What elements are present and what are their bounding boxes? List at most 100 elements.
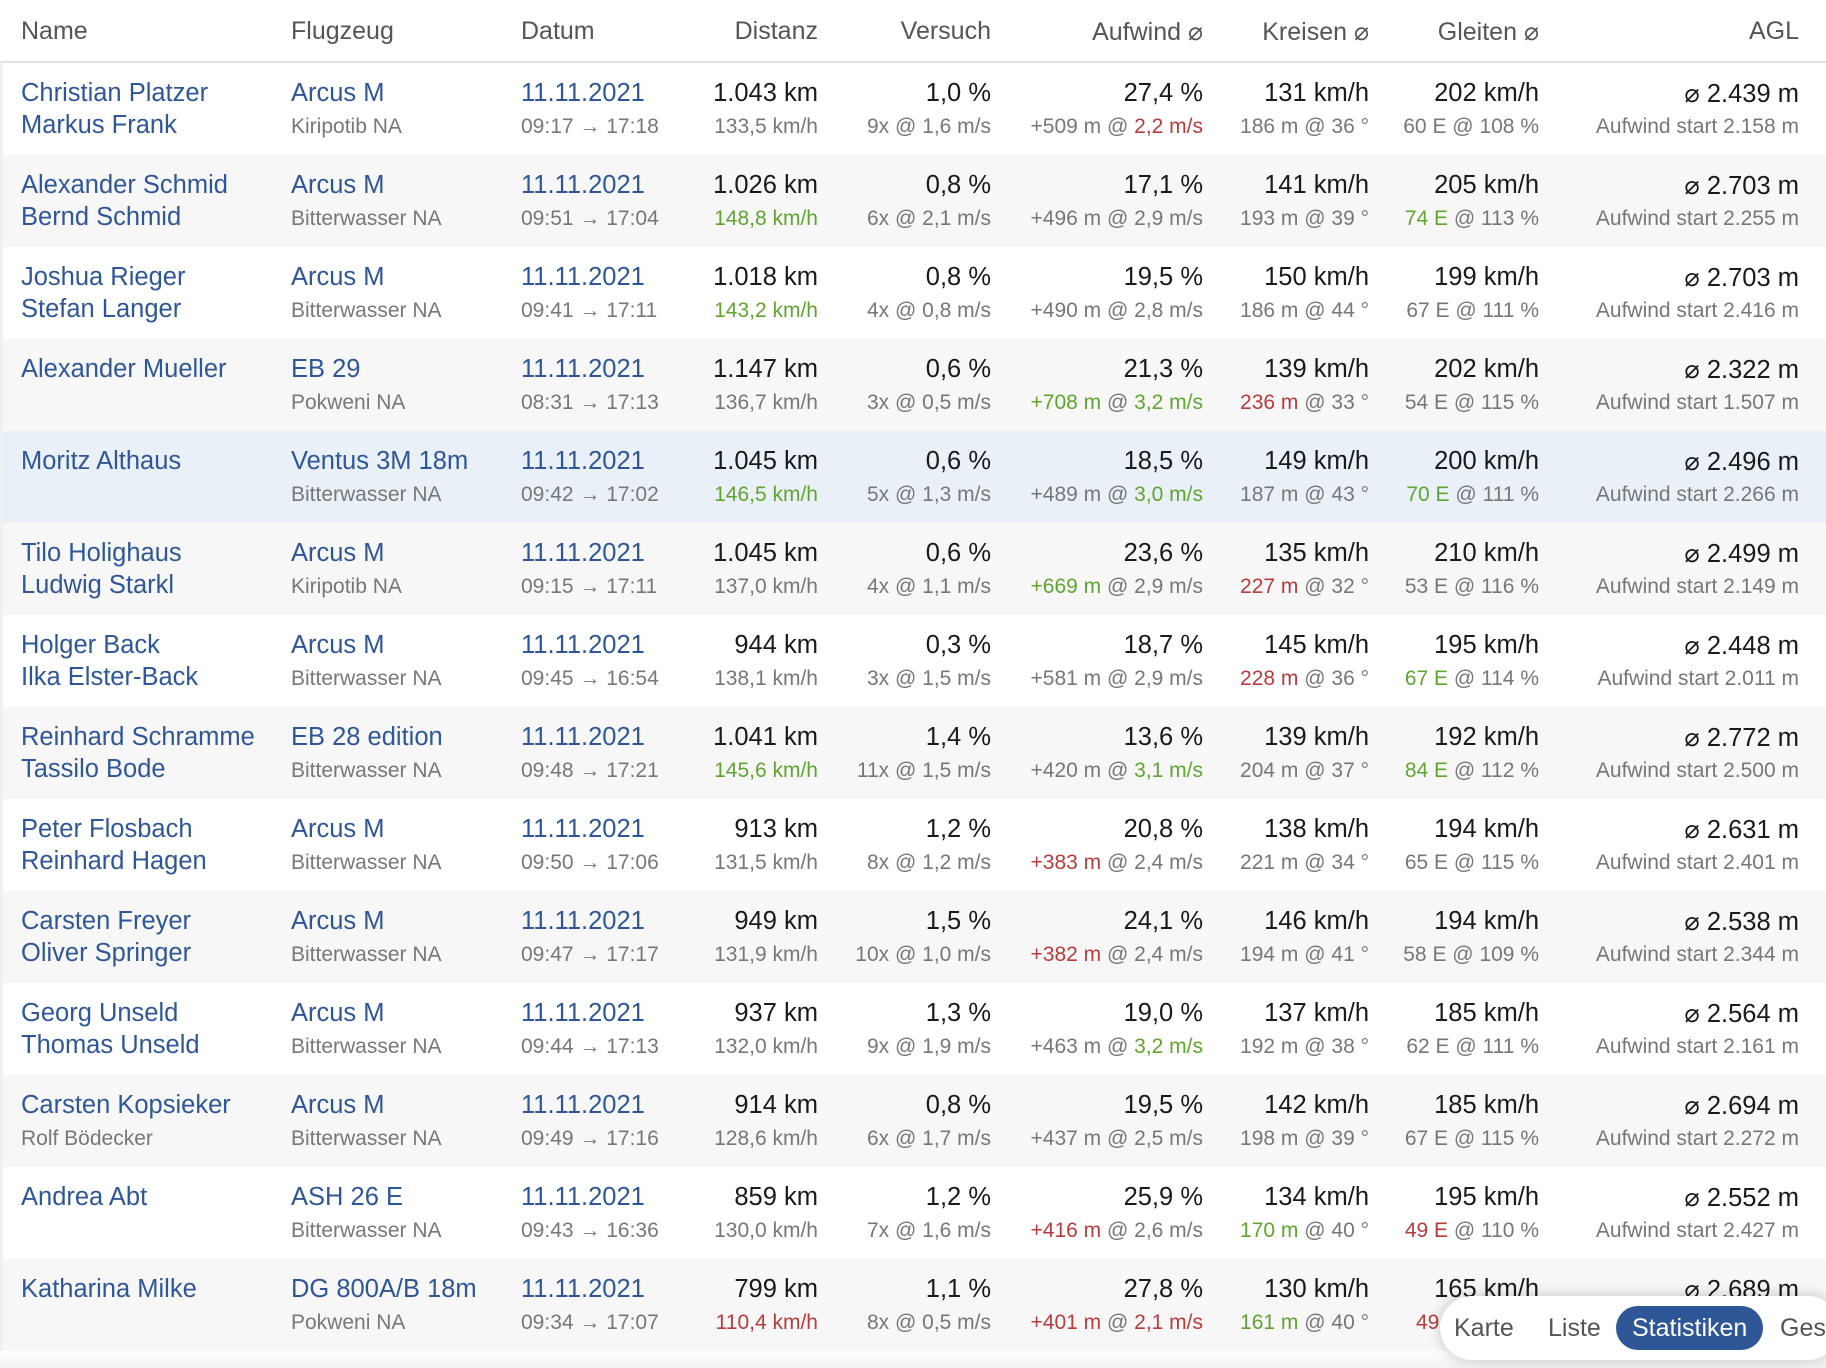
tab-karte[interactable]: Karte (1454, 1314, 1514, 1342)
airfield-label: Pokweni NA (291, 391, 406, 414)
aircraft-link[interactable]: Arcus M (291, 815, 385, 843)
aircraft-link[interactable]: Ventus 3M 18m (291, 447, 469, 475)
date-link[interactable]: 11.11.2021 (521, 79, 645, 107)
pilot-name-link[interactable]: Alexander Schmid (21, 171, 228, 199)
circling-detail: 194 m @ 41 ° (1240, 943, 1369, 967)
table-row[interactable]: Carsten Freyer Oliver Springer Arcus M Bitt… (0, 891, 1826, 983)
copilot-name-link[interactable]: Markus Frank (21, 111, 177, 139)
date-link[interactable]: 11.11.2021 (521, 907, 645, 935)
circling-speed: 149 km/h (1264, 447, 1369, 475)
aircraft-link[interactable]: EB 29 (291, 355, 361, 383)
date-link[interactable]: 11.11.2021 (521, 999, 645, 1027)
date-link[interactable]: 11.11.2021 (521, 631, 645, 659)
speed-value: 145,6 km/h (714, 759, 818, 782)
copilot-name-link[interactable]: Tassilo Bode (21, 755, 166, 783)
glide-detail: 54 E @ 115 % (1405, 391, 1539, 415)
col-header-attempt[interactable]: Versuch (900, 17, 991, 45)
table-row[interactable]: Reinhard Schramme Tassilo Bode EB 28 editi… (0, 707, 1826, 799)
view-switcher: Karte Liste Statistiken Gesamt (1440, 1296, 1826, 1360)
table-row[interactable]: Tilo Holighaus Ludwig Starkl Arcus M Kiripo… (0, 523, 1826, 615)
date-link[interactable]: 11.11.2021 (521, 1275, 645, 1303)
pilot-name-link[interactable]: Carsten Freyer (21, 907, 192, 935)
copilot-name-link[interactable]: Bernd Schmid (21, 203, 182, 231)
date-link[interactable]: 11.11.2021 (521, 263, 645, 291)
aircraft-link[interactable]: Arcus M (291, 171, 385, 199)
date-link[interactable]: 11.11.2021 (521, 1091, 645, 1119)
pilot-name-link[interactable]: Reinhard Schramme (21, 723, 255, 751)
pilot-name-link[interactable]: Moritz Althaus (21, 447, 182, 475)
copilot-name-link[interactable]: Stefan Langer (21, 295, 182, 323)
climb-percent: 20,8 % (1123, 815, 1203, 843)
pilot-name-link[interactable]: Andrea Abt (21, 1183, 148, 1211)
table-row[interactable]: Moritz Althaus Ventus 3M 18m Bitterwasser … (0, 431, 1826, 523)
agl-start: Aufwind start 2.427 m (1595, 1219, 1799, 1242)
date-link[interactable]: 11.11.2021 (521, 1183, 645, 1211)
glide-speed: 195 km/h (1434, 631, 1539, 659)
tab-gesamt[interactable]: Gesamt (1780, 1314, 1826, 1342)
aircraft-link[interactable]: Arcus M (291, 539, 385, 567)
aircraft-link[interactable]: ASH 26 E (291, 1183, 403, 1211)
copilot-name-link[interactable]: Oliver Springer (21, 939, 192, 967)
aircraft-link[interactable]: Arcus M (291, 1091, 385, 1119)
airfield-label: Bitterwasser NA (291, 667, 442, 690)
pilot-name-link[interactable]: Carsten Kopsieker (21, 1091, 231, 1119)
copilot-name-link[interactable]: Thomas Unseld (21, 1031, 200, 1059)
table-row[interactable]: Joshua Rieger Stefan Langer Arcus M Bitterw… (0, 247, 1826, 339)
climb-percent: 18,5 % (1123, 447, 1203, 475)
copilot-name-link[interactable]: Reinhard Hagen (21, 847, 207, 875)
aircraft-link[interactable]: Arcus M (291, 79, 385, 107)
attempt-detail: 4x @ 1,1 m/s (866, 575, 991, 598)
date-link[interactable]: 11.11.2021 (521, 447, 645, 475)
glide-percent: @ 109 % (1452, 943, 1539, 966)
col-header-circling[interactable]: Kreisen ⌀ (1262, 18, 1369, 46)
tab-statistiken[interactable]: Statistiken (1616, 1306, 1764, 1350)
airfield-label: Bitterwasser NA (291, 207, 442, 230)
pilot-name-link[interactable]: Alexander Mueller (21, 355, 227, 383)
col-header-distance[interactable]: Distanz (734, 17, 818, 45)
date-link[interactable]: 11.11.2021 (521, 723, 645, 751)
copilot-name-link[interactable]: Ilka Elster-Back (21, 663, 199, 691)
table-row[interactable]: Holger Back Ilka Elster-Back Arcus M Bitter… (0, 615, 1826, 707)
glide-speed: 205 km/h (1434, 171, 1539, 199)
copilot-name-link[interactable]: Rolf Bödecker (21, 1127, 153, 1150)
table-row[interactable]: Georg Unseld Thomas Unseld Arcus M Bitterwa… (0, 983, 1826, 1075)
date-link[interactable]: 11.11.2021 (521, 355, 645, 383)
table-row[interactable]: Alexander Mueller EB 29 Pokweni NA 11.11.20… (0, 339, 1826, 431)
date-link[interactable]: 11.11.2021 (521, 539, 645, 567)
table-row[interactable]: Carsten Kopsieker Rolf Bödecker Arcus M Bit… (0, 1075, 1826, 1167)
pilot-name-link[interactable]: Katharina Milke (21, 1275, 197, 1303)
aircraft-link[interactable]: DG 800A/B 18m (291, 1275, 477, 1303)
tab-liste[interactable]: Liste (1548, 1314, 1601, 1342)
date-link[interactable]: 11.11.2021 (521, 815, 645, 843)
col-header-climb[interactable]: Aufwind ⌀ (1092, 18, 1203, 46)
aircraft-link[interactable]: Arcus M (291, 907, 385, 935)
date-link[interactable]: 11.11.2021 (521, 171, 645, 199)
pilot-name-link[interactable]: Georg Unseld (21, 999, 179, 1027)
aircraft-link[interactable]: Arcus M (291, 263, 385, 291)
col-header-aircraft[interactable]: Flugzeug (291, 17, 394, 45)
table-row[interactable]: Peter Flosbach Reinhard Hagen Arcus M Bitte… (0, 799, 1826, 891)
col-header-date[interactable]: Datum (521, 17, 595, 45)
aircraft-link[interactable]: EB 28 edition (291, 723, 443, 751)
table-row[interactable]: Alexander Schmid Bernd Schmid Arcus M Bitte… (0, 155, 1826, 247)
circling-height: 170 m (1240, 1219, 1299, 1242)
climb-detail: +496 m @ 2,9 m/s (1031, 207, 1204, 231)
pilot-name-link[interactable]: Joshua Rieger (21, 263, 186, 291)
aircraft-link[interactable]: Arcus M (291, 999, 385, 1027)
table-row[interactable]: Christian Platzer Markus Frank Arcus M Kiri… (0, 63, 1826, 155)
table-row[interactable]: Andrea Abt ASH 26 E Bitterwasser NA 11.11.2… (0, 1167, 1826, 1259)
pilot-name-link[interactable]: Christian Platzer (21, 79, 209, 107)
pilot-name-link[interactable]: Peter Flosbach (21, 815, 193, 843)
speed-value: 148,8 km/h (714, 207, 818, 230)
col-header-name[interactable]: Name (21, 17, 88, 45)
pilot-name-link[interactable]: Tilo Holighaus (21, 539, 182, 567)
agl-average: ⌀ 2.496 m (1684, 448, 1799, 476)
col-header-glide[interactable]: Gleiten ⌀ (1437, 18, 1539, 46)
col-header-agl[interactable]: AGL (1748, 17, 1799, 45)
copilot-name-link[interactable]: Ludwig Starkl (21, 571, 175, 599)
pilot-name-link[interactable]: Holger Back (21, 631, 160, 659)
aircraft-link[interactable]: Arcus M (291, 631, 385, 659)
circling-height: 228 m (1240, 667, 1299, 690)
flight-time: 09:48 → 17:21 (521, 759, 659, 782)
climb-gain: +383 m (1030, 851, 1102, 874)
